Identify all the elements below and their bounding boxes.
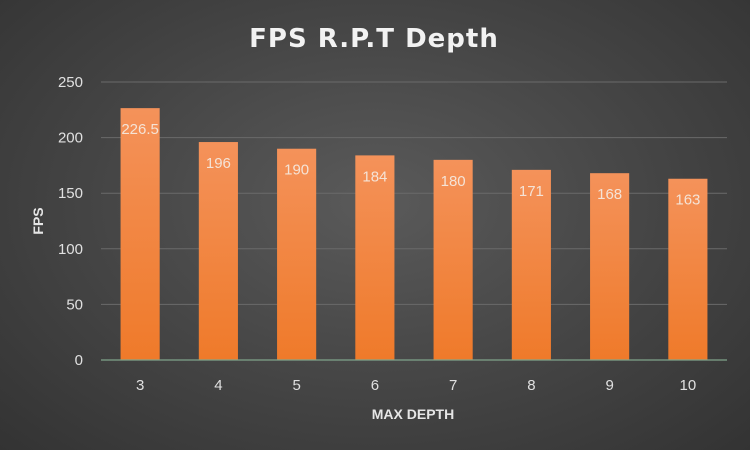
y-axis-ticks: 0 50 100 150 200 250: [58, 74, 83, 369]
bar-5: [277, 148, 317, 360]
x-tick-label: 4: [214, 377, 222, 394]
x-tick-label: 9: [605, 377, 613, 394]
x-tick-label: 7: [449, 377, 457, 394]
y-tick-label: 0: [75, 352, 83, 369]
data-label-8: 171: [519, 183, 544, 200]
bars: [120, 108, 708, 360]
y-tick-label: 250: [58, 74, 83, 91]
data-label-7: 180: [441, 173, 466, 190]
x-tick-label: 3: [136, 377, 144, 394]
x-tick-label: 10: [680, 377, 697, 394]
bar-6: [355, 155, 395, 360]
gridlines: [101, 81, 727, 305]
data-label-9: 168: [597, 186, 622, 203]
data-label-10: 163: [675, 192, 700, 209]
data-labels: 226.5 196 190 184 180 171 168 163: [121, 121, 700, 209]
x-tick-label: 6: [371, 377, 379, 394]
y-axis-title: FPS: [30, 207, 46, 234]
data-label-6: 184: [362, 168, 387, 185]
x-tick-label: 5: [292, 377, 300, 394]
y-tick-label: 100: [58, 241, 83, 258]
bar-10: [668, 178, 708, 360]
x-tick-label: 8: [527, 377, 535, 394]
data-label-5: 190: [284, 162, 309, 179]
chart-title: FPS R.P.T Depth: [249, 24, 499, 54]
bar-4: [198, 142, 238, 360]
y-tick-label: 50: [66, 296, 83, 313]
y-tick-label: 200: [58, 130, 83, 147]
bar-7: [433, 159, 473, 360]
bar-3: [120, 108, 160, 360]
x-axis-ticks: 3 4 5 6 7 8 9 10: [136, 377, 696, 394]
data-label-3: 226.5: [121, 121, 159, 138]
bar-9: [590, 173, 630, 360]
data-label-4: 196: [206, 155, 231, 172]
x-axis-title: MAX DEPTH: [372, 406, 454, 422]
bar-8: [511, 169, 551, 360]
y-tick-label: 150: [58, 185, 83, 202]
